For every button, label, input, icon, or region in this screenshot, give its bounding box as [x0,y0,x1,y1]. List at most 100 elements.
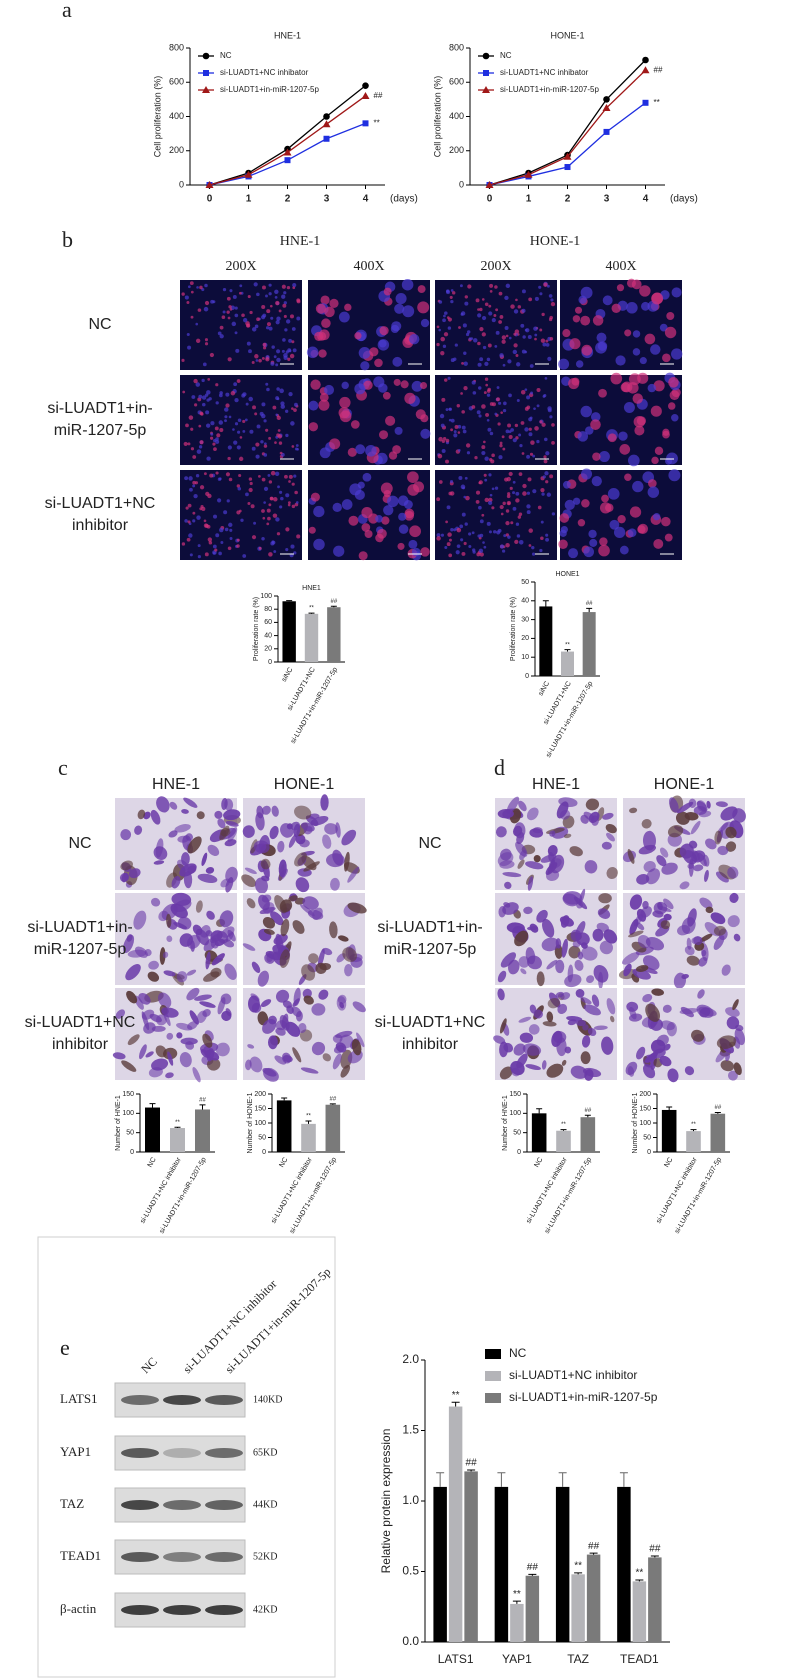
nucleus [294,402,298,407]
nucleus [585,426,594,435]
nucleus [387,495,399,508]
significance: ** [574,1561,582,1572]
stained-cell [511,1067,521,1077]
nucleus [237,486,242,491]
stained-cell [155,838,164,858]
stained-cell [241,874,257,888]
nucleus [547,408,552,413]
nucleus [237,430,241,434]
stained-cell [698,956,708,967]
nucleus [207,537,213,542]
nucleus [444,546,448,550]
nucleus [447,532,452,537]
stained-cell [319,962,332,971]
nucleus [479,519,484,524]
nucleus [530,391,534,395]
error-bar [574,1572,583,1575]
nucleus [545,480,549,484]
stained-cell [637,935,651,949]
nucleus [294,490,298,495]
nucleus [247,501,251,506]
row-label: miR-1207-5p [54,422,147,439]
stained-cell [598,893,612,904]
nucleus [464,522,468,526]
nucleus [605,503,614,513]
stained-cell [555,959,565,974]
nucleus [244,418,248,422]
nucleus [253,282,258,287]
legend-marker [482,52,490,60]
error-bar [467,1469,476,1472]
nucleus [210,421,215,426]
nucleus [296,447,300,451]
nucleus [196,286,199,289]
nucleus [524,406,529,411]
nucleus [610,372,623,385]
stained-cell [217,818,226,829]
stained-cell [684,946,695,956]
nucleus [204,338,209,342]
error-bar [199,1104,206,1110]
bar [276,1100,292,1152]
stained-cell [335,822,341,838]
nucleus [589,538,598,547]
y-tick-label: 800 [449,42,464,52]
nucleus [210,299,215,304]
stained-cell [622,952,640,965]
nucleus [487,427,492,432]
row-label: miR-1207-5p [384,941,477,958]
nucleus [518,433,522,437]
nucleus [501,335,507,340]
stained-cell [330,877,340,891]
micrograph [435,470,557,560]
y-axis-label: Proliferation rate (%) [253,597,260,661]
stained-cell [568,945,581,959]
error-bar [558,1472,567,1487]
stained-cell [242,943,256,951]
stained-cell [271,805,279,817]
nucleus [270,316,274,320]
nucleus [486,393,491,397]
nucleus [484,478,488,482]
y-tick-label: 100 [122,1110,134,1117]
nucleus [254,354,259,359]
nucleus [350,420,360,429]
nucleus [641,301,650,311]
nucleus [273,497,278,502]
nucleus [293,474,297,478]
stained-cell [167,1051,174,1066]
nucleus [602,295,613,306]
nucleus [266,322,271,327]
stained-cell [179,1052,192,1068]
stained-cell [596,922,609,932]
nucleus [623,401,635,413]
stained-cell [147,971,160,982]
nucleus [456,527,462,533]
nucleus [477,534,481,538]
bar [555,1486,570,1642]
stained-cell [601,1036,614,1055]
nucleus [275,300,280,306]
nucleus [483,473,487,477]
error-bar [330,605,337,608]
stained-cell [291,1006,302,1018]
stained-cell [260,999,272,1008]
stained-cell [536,971,545,987]
y-tick-label: 600 [449,77,464,87]
stained-cell [662,1004,672,1013]
nucleus [181,292,185,296]
stained-cell [721,964,731,976]
stained-cell [206,910,215,920]
stained-cell [223,809,241,821]
nucleus [227,445,232,450]
nucleus [662,353,671,363]
nucleus [468,545,472,549]
nucleus [484,377,489,381]
nucleus [227,456,231,461]
nucleus [296,316,301,321]
stained-cell [275,989,290,1003]
significance: ## [714,1105,721,1111]
nucleus [508,393,512,398]
nucleus [499,353,504,358]
nucleus [203,519,207,523]
